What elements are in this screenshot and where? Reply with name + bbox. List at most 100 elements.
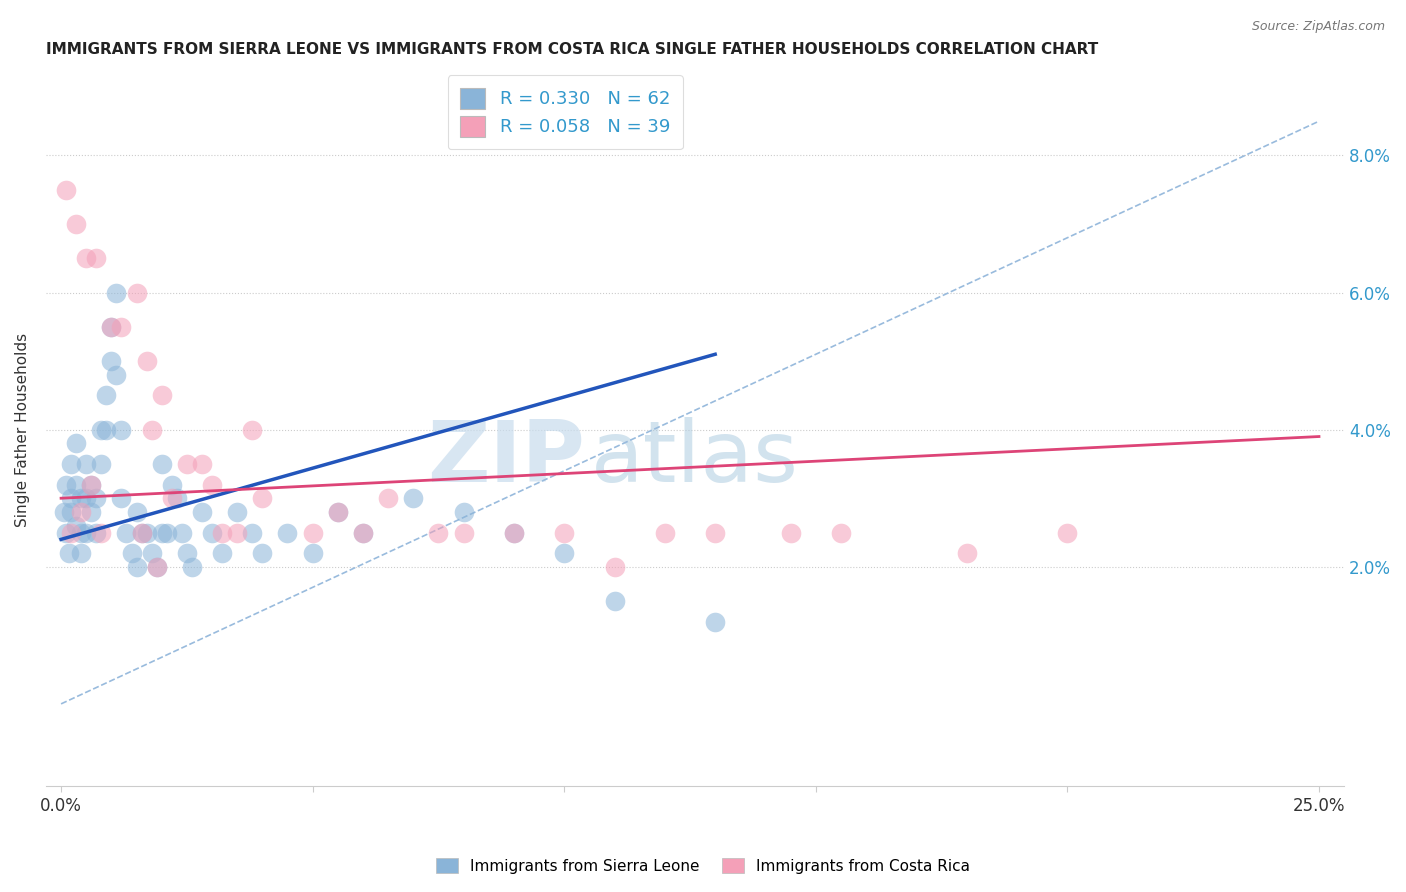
Point xyxy=(503,525,526,540)
Text: atlas: atlas xyxy=(591,417,799,500)
Point xyxy=(55,183,77,197)
Point xyxy=(956,546,979,560)
Point xyxy=(211,546,233,560)
Point xyxy=(704,525,727,540)
Point xyxy=(105,285,128,300)
Point xyxy=(201,477,224,491)
Point xyxy=(453,505,475,519)
Point xyxy=(125,505,148,519)
Point xyxy=(125,559,148,574)
Point xyxy=(1056,525,1078,540)
Point xyxy=(176,546,198,560)
Point xyxy=(75,252,97,266)
Point xyxy=(166,491,188,506)
Point xyxy=(55,477,77,491)
Point xyxy=(191,505,214,519)
Point xyxy=(75,491,97,506)
Point xyxy=(100,319,122,334)
Point xyxy=(150,457,173,471)
Point xyxy=(131,525,153,540)
Point xyxy=(60,525,83,540)
Point xyxy=(402,491,425,506)
Point xyxy=(115,525,138,540)
Point xyxy=(603,559,626,574)
Point xyxy=(110,423,132,437)
Point xyxy=(326,505,349,519)
Legend: Immigrants from Sierra Leone, Immigrants from Costa Rica: Immigrants from Sierra Leone, Immigrants… xyxy=(430,852,976,880)
Text: ZIP: ZIP xyxy=(427,417,585,500)
Point xyxy=(145,559,167,574)
Point xyxy=(240,525,263,540)
Point xyxy=(65,518,87,533)
Point xyxy=(65,217,87,231)
Point xyxy=(240,423,263,437)
Point xyxy=(276,525,298,540)
Point xyxy=(252,546,274,560)
Point xyxy=(110,491,132,506)
Point xyxy=(553,546,575,560)
Point xyxy=(326,505,349,519)
Point xyxy=(70,525,93,540)
Point xyxy=(80,505,103,519)
Point xyxy=(830,525,852,540)
Point xyxy=(90,457,112,471)
Point xyxy=(503,525,526,540)
Point xyxy=(135,525,157,540)
Point xyxy=(65,436,87,450)
Point xyxy=(90,423,112,437)
Point xyxy=(160,491,183,506)
Point xyxy=(84,252,107,266)
Legend: R = 0.330   N = 62, R = 0.058   N = 39: R = 0.330 N = 62, R = 0.058 N = 39 xyxy=(447,75,683,149)
Point xyxy=(75,457,97,471)
Point xyxy=(125,285,148,300)
Point xyxy=(141,546,163,560)
Point xyxy=(55,525,77,540)
Point xyxy=(603,594,626,608)
Point xyxy=(377,491,399,506)
Point xyxy=(654,525,676,540)
Point xyxy=(105,368,128,382)
Point xyxy=(211,525,233,540)
Point xyxy=(427,525,450,540)
Point xyxy=(75,525,97,540)
Point xyxy=(135,354,157,368)
Point xyxy=(150,388,173,402)
Y-axis label: Single Father Households: Single Father Households xyxy=(15,333,30,527)
Point xyxy=(145,559,167,574)
Text: IMMIGRANTS FROM SIERRA LEONE VS IMMIGRANTS FROM COSTA RICA SINGLE FATHER HOUSEHO: IMMIGRANTS FROM SIERRA LEONE VS IMMIGRAN… xyxy=(46,42,1098,57)
Point xyxy=(352,525,374,540)
Point xyxy=(176,457,198,471)
Point xyxy=(553,525,575,540)
Point xyxy=(226,505,249,519)
Point xyxy=(352,525,374,540)
Point xyxy=(160,477,183,491)
Point xyxy=(96,388,118,402)
Point xyxy=(170,525,193,540)
Point xyxy=(301,546,323,560)
Point xyxy=(191,457,214,471)
Point xyxy=(141,423,163,437)
Point xyxy=(131,525,153,540)
Point xyxy=(60,505,83,519)
Point xyxy=(52,505,75,519)
Point xyxy=(150,525,173,540)
Point xyxy=(779,525,801,540)
Text: Source: ZipAtlas.com: Source: ZipAtlas.com xyxy=(1251,20,1385,33)
Point xyxy=(84,525,107,540)
Point xyxy=(70,505,93,519)
Point xyxy=(201,525,224,540)
Point xyxy=(252,491,274,506)
Point xyxy=(70,546,93,560)
Point xyxy=(80,477,103,491)
Point xyxy=(100,354,122,368)
Point xyxy=(110,319,132,334)
Point xyxy=(84,491,107,506)
Point xyxy=(180,559,202,574)
Point xyxy=(156,525,179,540)
Point xyxy=(453,525,475,540)
Point xyxy=(65,477,87,491)
Point xyxy=(58,546,80,560)
Point xyxy=(226,525,249,540)
Point xyxy=(70,491,93,506)
Point xyxy=(96,423,118,437)
